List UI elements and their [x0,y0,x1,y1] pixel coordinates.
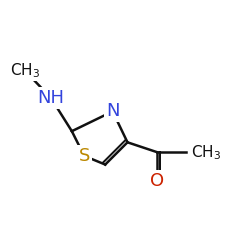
Text: S: S [78,147,90,165]
Text: CH$_3$: CH$_3$ [190,143,221,162]
Text: CH$_3$: CH$_3$ [10,61,40,80]
Text: O: O [150,172,164,190]
Text: N: N [106,102,120,120]
Text: NH: NH [37,89,64,107]
